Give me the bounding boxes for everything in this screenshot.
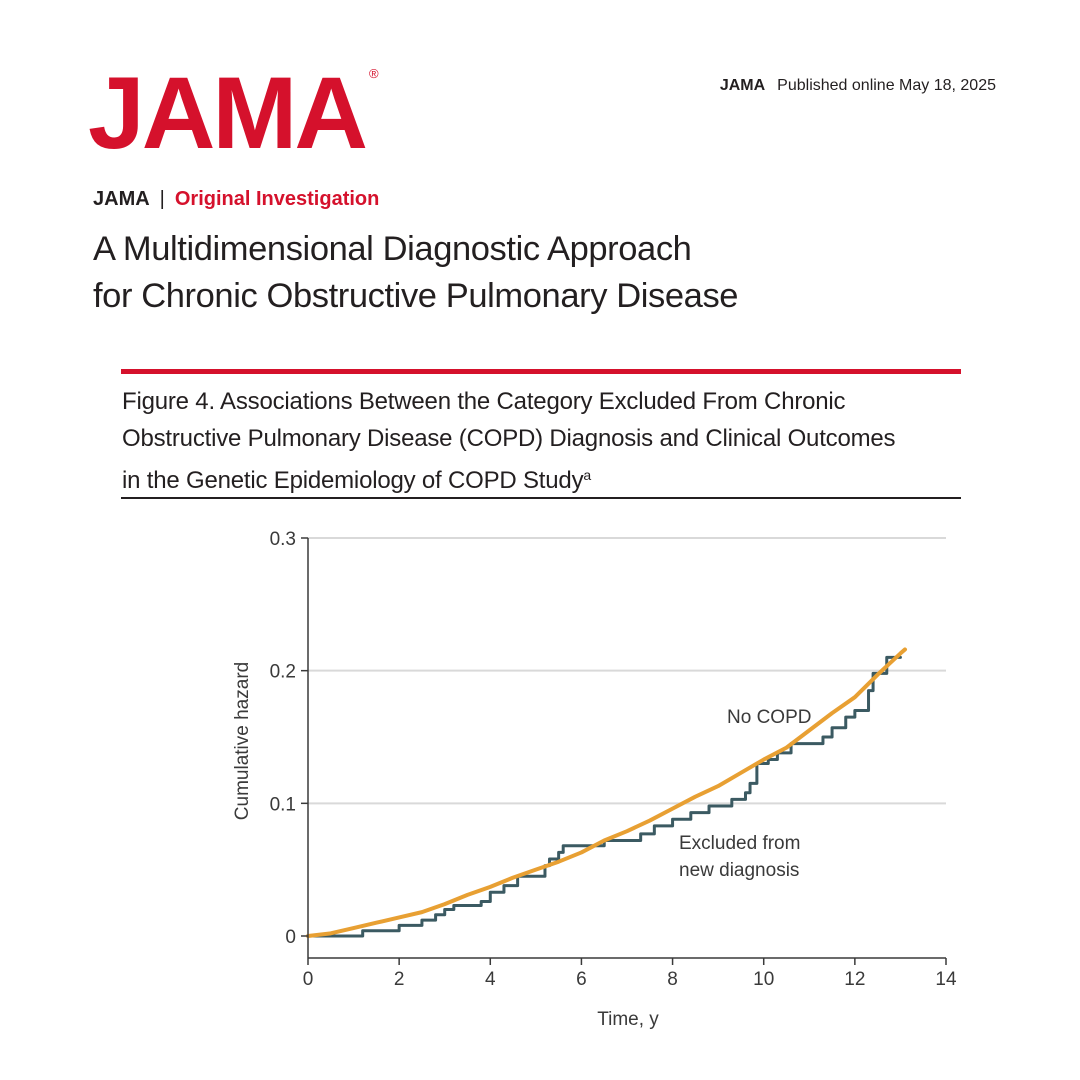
- x-tick-label-3: 6: [576, 969, 587, 990]
- figure-title-line-3: in the Genetic Epidemiology of COPD Stud…: [122, 457, 972, 499]
- x-tick-label-6: 12: [844, 969, 865, 990]
- article-title: A Multidimensional Diagnostic Approach f…: [93, 226, 993, 320]
- publication-journal: JAMA: [719, 77, 766, 94]
- x-axis-label: Time, y: [597, 1009, 659, 1030]
- article-kicker: JAMA | Original Investigation: [93, 188, 379, 211]
- x-tick-label-2: 4: [485, 969, 496, 990]
- series-line-no-copd: [306, 647, 907, 938]
- jama-logo: JAMA ®: [88, 62, 379, 164]
- figure-title-line-3-text: in the Genetic Epidemiology of COPD Stud…: [122, 467, 584, 494]
- series-label-excluded-line-1: Excluded from: [679, 833, 800, 854]
- series-layer: [306, 647, 907, 938]
- x-tick-label-5: 10: [753, 969, 774, 990]
- y-tick-label-3: 0.3: [270, 529, 296, 550]
- figure-title-line-2: Obstructive Pulmonary Disease (COPD) Dia…: [122, 425, 896, 452]
- publication-info: JAMA Published online May 18, 2025: [720, 77, 996, 95]
- publication-date: Published online May 18, 2025: [777, 77, 996, 94]
- x-tick-label-0: 0: [303, 969, 314, 990]
- y-tick-label-0: 0: [285, 927, 296, 948]
- kicker-separator: |: [159, 188, 165, 210]
- series-label-no-copd: No COPD: [727, 707, 811, 728]
- kicker-journal: JAMA: [93, 188, 150, 210]
- y-tick-label-2: 0.2: [270, 662, 296, 683]
- logo-text: JAMA: [88, 56, 368, 170]
- axis-layer: 0 0.1 0.2 0.3 0 2 4 6 8 10 12 14: [270, 529, 957, 990]
- series-label-excluded-line-2: new diagnosis: [679, 860, 799, 881]
- x-tick-label-1: 2: [394, 969, 405, 990]
- grid-layer: [308, 537, 946, 805]
- article-title-line-1: A Multidimensional Diagnostic Approach: [93, 230, 692, 268]
- figure-title-rule: [121, 497, 961, 499]
- figure-top-rule: [121, 369, 961, 374]
- y-axis-label: Cumulative hazard: [232, 662, 253, 820]
- x-tick-label-7: 14: [935, 969, 957, 990]
- article-type: Original Investigation: [174, 188, 380, 210]
- registered-mark: ®: [369, 66, 379, 81]
- series-line-excluded: [306, 655, 902, 938]
- figure-title: Figure 4. Associations Between the Categ…: [122, 383, 972, 499]
- footnote-mark: a: [583, 467, 591, 483]
- article-title-line-2: for Chronic Obstructive Pulmonary Diseas…: [93, 277, 739, 315]
- x-tick-label-4: 8: [667, 969, 678, 990]
- figure-title-line-1: Figure 4. Associations Between the Categ…: [122, 388, 846, 415]
- y-tick-label-1: 0.1: [270, 794, 296, 815]
